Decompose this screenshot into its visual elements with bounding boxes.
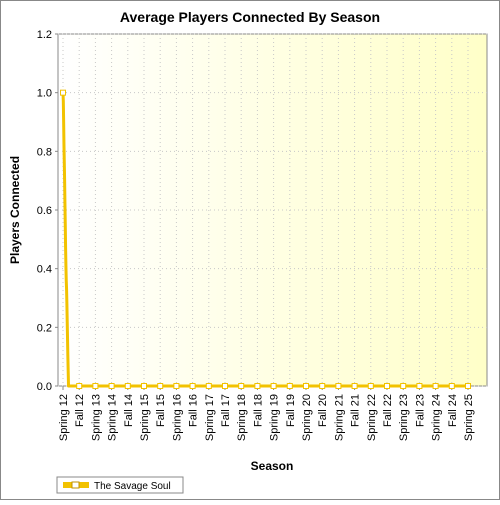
- y-tick-label: 1.2: [37, 29, 52, 41]
- series-point: [367, 383, 374, 389]
- x-tick-label: Spring 14: [107, 394, 119, 441]
- series-point: [432, 383, 439, 389]
- series-point: [173, 383, 180, 389]
- series-point: [141, 383, 147, 389]
- x-tick-label: Spring 20: [301, 394, 313, 441]
- series-point: [157, 383, 164, 389]
- series-point: [286, 383, 293, 389]
- series-point: [76, 383, 83, 389]
- x-tick-label: Spring 18: [236, 394, 248, 441]
- legend: The Savage Soul: [56, 476, 184, 494]
- x-tick-label: Spring 13: [90, 394, 102, 441]
- series-point: [465, 383, 471, 389]
- series-layer: [60, 89, 471, 389]
- x-tick-label: Spring 19: [269, 394, 281, 441]
- x-tick-label: Fall 23: [414, 394, 426, 427]
- series-point: [205, 383, 212, 389]
- series-point: [303, 383, 309, 389]
- series-point: [319, 383, 326, 389]
- series-point: [238, 383, 245, 389]
- plot-area: [57, 33, 488, 387]
- y-axis-ticks: 0.0 0.2 0.4 0.6 0.8 1.0 1.2: [37, 29, 58, 393]
- legend-box: [56, 476, 184, 494]
- series-point: [124, 383, 131, 389]
- x-tick-label: Fall 22: [382, 394, 394, 427]
- x-tick-label: Fall 17: [220, 394, 232, 427]
- x-tick-label: Fall 15: [155, 394, 167, 427]
- x-tick-label: Spring 12: [58, 394, 70, 441]
- x-tick-label: Spring 17: [204, 394, 216, 441]
- x-tick-label: Fall 19: [285, 394, 297, 427]
- x-tick-label: Spring 24: [431, 394, 443, 441]
- series-point: [189, 383, 196, 389]
- x-tick-label: Fall 20: [317, 394, 329, 427]
- legend-marker: [71, 481, 80, 489]
- y-tick-label: 0.0: [37, 381, 52, 393]
- series-point: [384, 383, 390, 389]
- series-point: [400, 383, 407, 389]
- x-tick-label: Spring 21: [333, 394, 345, 441]
- x-tick-label: Spring 23: [398, 394, 410, 441]
- y-axis-label: Players Connected: [8, 156, 22, 264]
- x-tick-label: Fall 18: [252, 394, 264, 427]
- x-tick-label: Fall 16: [188, 394, 200, 427]
- series-point: [335, 383, 342, 389]
- x-tick-label: Fall 21: [350, 394, 362, 427]
- series-point: [222, 383, 228, 389]
- x-axis-ticks: Spring 12 Fall 12 Spring 13 Spring 14 Fall 1…: [58, 386, 475, 441]
- series-point: [416, 383, 423, 389]
- x-tick-label: Spring 22: [366, 394, 378, 441]
- y-tick-label: 1.0: [37, 88, 52, 100]
- series-point: [270, 383, 277, 389]
- x-tick-label: Fall 24: [447, 394, 459, 427]
- y-tick-label: 0.2: [37, 322, 52, 334]
- x-tick-label: Spring 16: [171, 394, 183, 441]
- grid-layer: [58, 33, 487, 387]
- series-point: [108, 383, 115, 389]
- x-tick-label: Fall 12: [74, 394, 86, 427]
- legend-label: The Savage Soul: [94, 481, 171, 492]
- series-point: [448, 383, 455, 389]
- series-point: [60, 89, 66, 96]
- y-tick-label: 0.8: [37, 146, 52, 158]
- y-tick-label: 0.6: [37, 205, 52, 217]
- x-axis-label: Season: [251, 459, 294, 473]
- series-point: [254, 383, 261, 389]
- series-point: [351, 383, 358, 389]
- x-tick-label: Fall 14: [123, 394, 135, 427]
- series-point: [92, 383, 99, 389]
- x-tick-label: Spring 15: [139, 394, 151, 441]
- chart-title: Average Players Connected By Season: [120, 9, 380, 25]
- y-tick-label: 0.4: [37, 264, 52, 276]
- x-tick-label: Spring 25: [463, 394, 475, 441]
